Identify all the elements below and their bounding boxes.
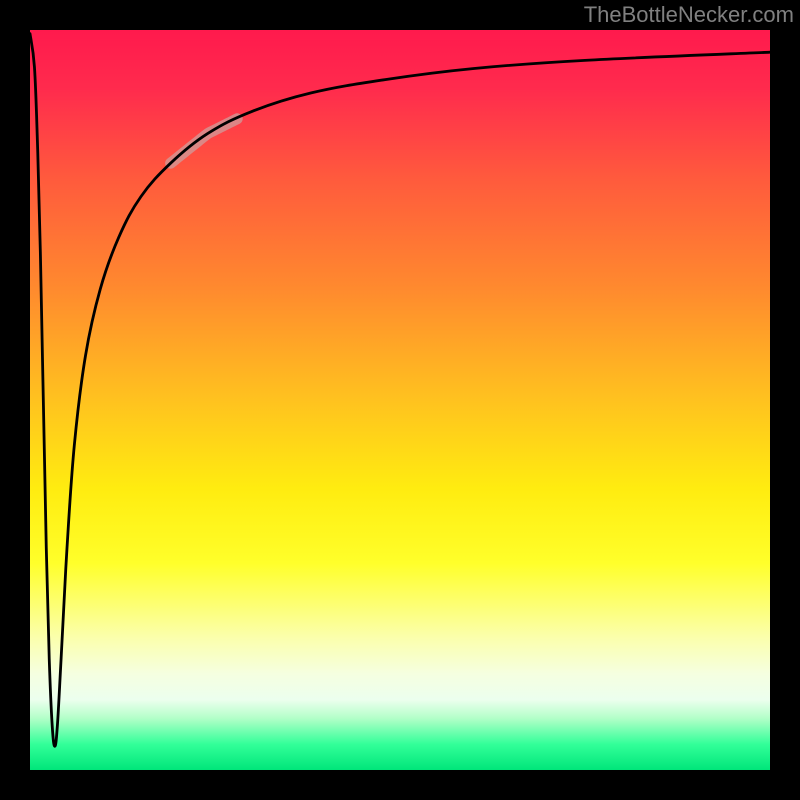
watermark-text: TheBottleNecker.com <box>584 2 794 28</box>
chart-background-gradient <box>30 30 770 770</box>
bottleneck-chart: TheBottleNecker.com <box>0 0 800 800</box>
chart-svg <box>0 0 800 800</box>
